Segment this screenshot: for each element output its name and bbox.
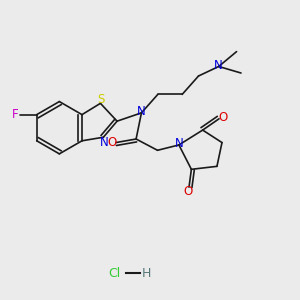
Text: N: N [175,137,184,150]
Text: O: O [107,136,116,149]
Text: F: F [12,108,19,121]
Text: O: O [219,111,228,124]
Text: S: S [97,93,105,106]
Text: N: N [214,59,223,72]
Text: Cl: Cl [108,267,121,280]
Text: N: N [100,136,108,149]
Text: H: H [142,267,151,280]
Text: N: N [137,105,146,118]
Text: O: O [184,185,193,198]
